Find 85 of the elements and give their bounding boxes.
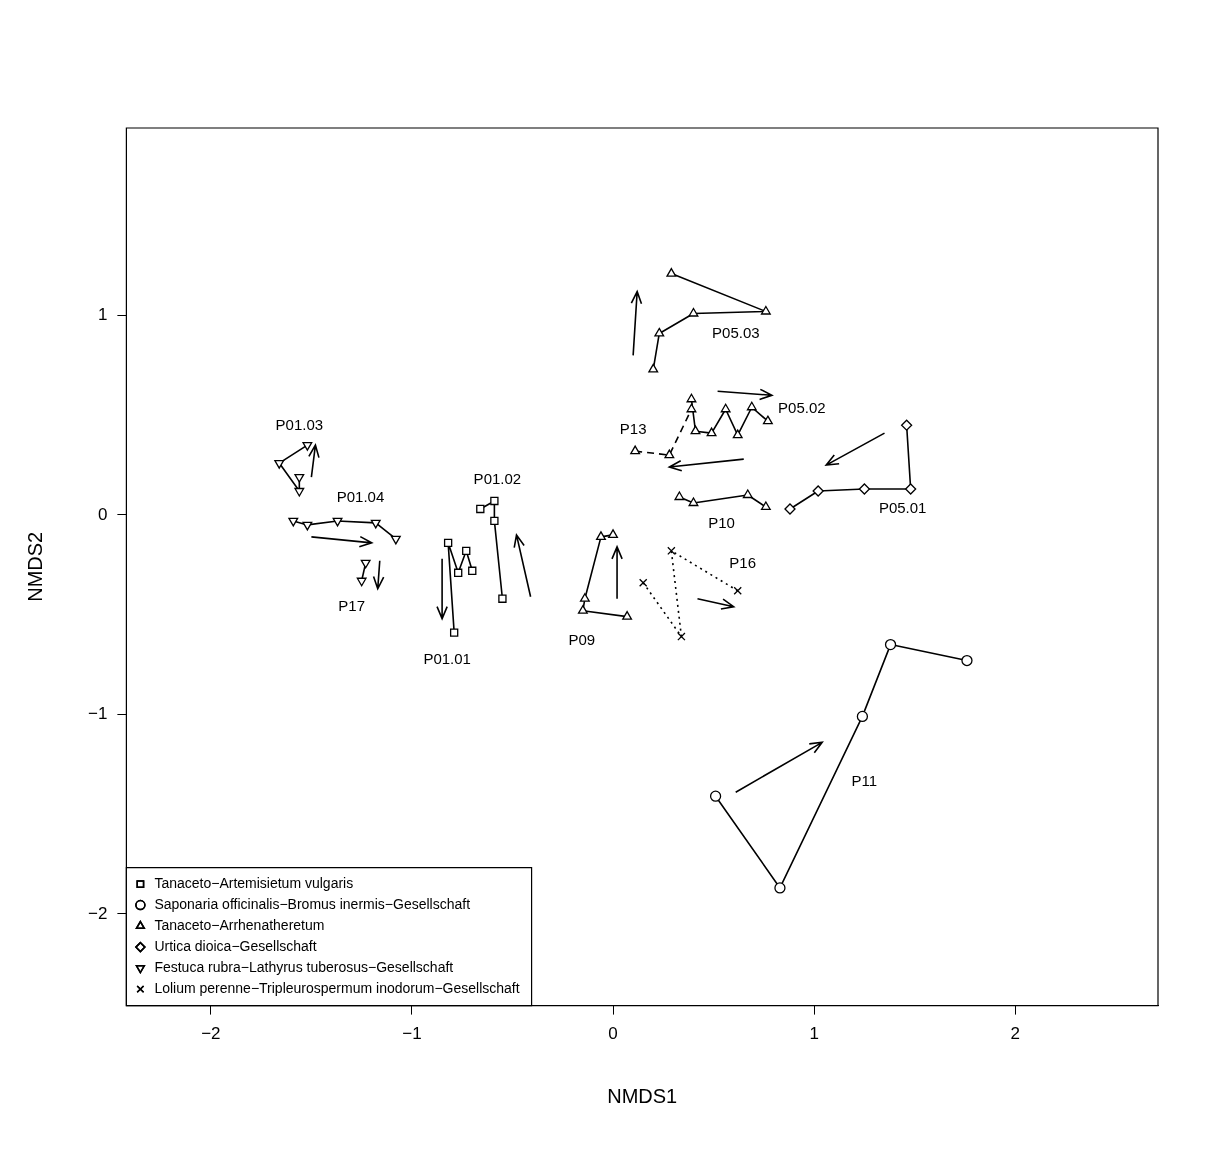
annotation: P01.03 [275,416,324,434]
x-tick-label: 2 [1010,1024,1020,1044]
point [884,638,897,651]
point [774,882,786,894]
legend-label: Lolium perenne−Tripleurospermum inodorum−Gesellschaft [154,979,520,996]
point [476,504,485,514]
point [690,425,701,435]
point [961,654,973,667]
point [332,517,343,527]
point [579,593,590,602]
point [443,538,453,548]
annotation: P05.03 [712,323,760,341]
x-tick-label: 0 [608,1024,618,1044]
point [905,483,917,495]
annotation: P01.01 [423,649,471,667]
point [288,517,299,527]
point [302,521,313,531]
point [630,445,641,455]
point [390,535,401,545]
point [664,449,675,459]
point [667,546,676,556]
point [654,327,665,337]
point [490,496,499,506]
point [674,491,685,501]
annotation: P10 [708,514,735,532]
annotation: P05.01 [878,499,927,517]
point [746,401,757,411]
legend-label: Tanaceto−Artemisietum vulgaris [154,874,354,891]
point [762,415,773,425]
point [688,307,699,317]
legend-label: Saponaria officinalis−Bromus inermis−Gesellschaft [154,895,471,912]
annotation: P01.04 [336,488,385,506]
point [370,519,381,529]
point [449,628,459,637]
annotation: P05.02 [778,399,826,417]
point [639,578,648,587]
y-tick-label: −2 [87,903,108,923]
point [706,427,717,437]
annotation: P16 [729,553,757,571]
point [858,483,871,495]
point [577,605,588,614]
point [294,473,305,483]
legend-label: Urtica dioica−Gesellschaft [154,937,317,954]
point [720,403,731,413]
y-tick-label: −1 [87,704,108,724]
legend-label: Festuca rubra−Lathyrus tuberosus−Gesellschaft [154,958,454,975]
point [302,441,313,451]
point [622,611,633,620]
annotation: P11 [851,772,877,790]
x-axis-title: NMDS1 [607,1084,678,1107]
point [666,267,677,277]
point [686,403,697,413]
point [454,568,463,577]
point [742,489,753,499]
point [732,429,743,439]
legend-label: Tanaceto−Arrhenatheretum [154,916,325,933]
annotation: P13 [619,420,647,438]
annotation: P01.02 [473,470,522,488]
point [688,497,699,507]
point [648,363,659,373]
y-axis-title: NMDS2 [23,531,46,602]
point [595,531,606,541]
point [498,594,507,603]
point [468,566,477,575]
point [760,305,771,315]
point [760,501,771,511]
point [462,546,471,556]
point [608,529,619,539]
annotation: P17 [338,596,366,614]
y-tick-label: 0 [97,504,108,524]
point [856,710,869,723]
point [294,487,305,497]
point [274,459,285,469]
point [733,586,742,595]
annotation: P09 [568,630,596,648]
y-tick-label: 1 [97,305,108,325]
point [812,485,824,497]
point [677,632,686,641]
point [686,393,697,403]
x-tick-label: 1 [809,1024,819,1044]
point [900,419,913,431]
point [709,790,722,802]
x-tick-label: −2 [201,1024,221,1044]
point [490,516,499,526]
x-tick-label: −1 [402,1024,422,1044]
